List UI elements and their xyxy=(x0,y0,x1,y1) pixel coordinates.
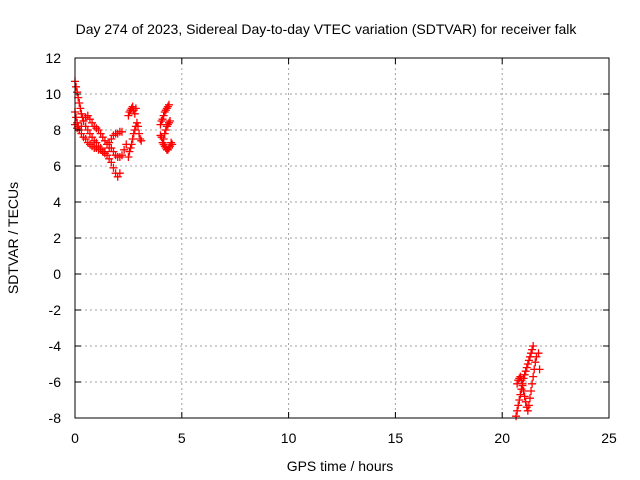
data-point xyxy=(524,356,533,365)
data-point xyxy=(528,379,537,388)
data-point xyxy=(525,394,534,403)
data-point xyxy=(531,358,540,367)
data-point xyxy=(117,127,126,136)
data-point xyxy=(127,140,136,149)
y-tick-label: 12 xyxy=(45,50,61,66)
data-point xyxy=(115,169,124,178)
x-axis-label: GPS time / hours xyxy=(287,458,394,474)
data-point xyxy=(73,88,82,97)
data-point xyxy=(134,122,143,131)
y-tick-label: 6 xyxy=(53,158,61,174)
data-point xyxy=(523,406,532,415)
data-point xyxy=(164,118,173,127)
data-point xyxy=(160,129,169,138)
data-point xyxy=(156,120,165,129)
x-tick-label: 5 xyxy=(178,430,186,446)
data-point xyxy=(167,138,176,147)
data-point xyxy=(529,342,538,350)
data-point xyxy=(522,363,531,372)
x-tick-label: 15 xyxy=(388,430,404,446)
data-point xyxy=(75,99,84,107)
data-point xyxy=(130,109,139,118)
data-point xyxy=(72,113,81,122)
data-point xyxy=(136,135,145,143)
data-point xyxy=(518,381,527,390)
data-point xyxy=(164,100,173,109)
y-tick-labels: -8 -6 -4 -2 0 2 4 6 8 10 12 xyxy=(45,50,61,426)
y-tick-label: -4 xyxy=(49,338,62,354)
chart-title: Day 274 of 2023, Sidereal Day-to-day VTE… xyxy=(76,21,578,37)
data-point xyxy=(512,412,521,421)
data-point xyxy=(519,387,528,395)
data-point xyxy=(163,102,172,111)
axis-ticks xyxy=(74,57,610,419)
data-point xyxy=(513,406,522,415)
data-point xyxy=(527,387,536,395)
data-point xyxy=(100,147,109,156)
data-point xyxy=(77,109,86,118)
data-point xyxy=(535,365,544,374)
y-tick-label: 0 xyxy=(53,266,61,282)
data-point xyxy=(515,396,524,404)
data-point xyxy=(159,135,168,143)
y-tick-label: -8 xyxy=(49,410,62,426)
x-tick-label: 25 xyxy=(601,430,617,446)
data-point xyxy=(523,360,532,368)
y-tick-label: -2 xyxy=(49,302,62,318)
data-point xyxy=(527,349,536,358)
data-point xyxy=(74,93,83,102)
data-points xyxy=(71,77,544,421)
data-point xyxy=(77,122,86,131)
x-tick-labels: 0 5 10 15 20 25 xyxy=(71,430,617,446)
data-point xyxy=(125,147,134,156)
data-point xyxy=(524,401,533,410)
y-tick-label: 2 xyxy=(53,230,61,246)
data-point xyxy=(516,372,525,381)
grid-lines xyxy=(75,58,609,418)
x-tick-label: 0 xyxy=(71,430,79,446)
data-point xyxy=(520,392,529,401)
data-point xyxy=(159,111,168,120)
data-point xyxy=(72,82,81,91)
y-tick-label: -6 xyxy=(49,374,62,390)
data-point xyxy=(157,117,166,125)
data-point xyxy=(132,118,141,127)
data-point xyxy=(131,104,140,113)
data-point xyxy=(517,376,526,385)
data-point xyxy=(158,115,167,124)
data-point xyxy=(124,111,133,120)
x-tick-label: 10 xyxy=(281,430,297,446)
data-point xyxy=(135,129,144,138)
y-tick-label: 4 xyxy=(53,194,61,210)
y-axis-label: SDTVAR / TECUs xyxy=(5,182,21,294)
data-point xyxy=(168,140,177,149)
data-point xyxy=(109,163,118,172)
x-tick-label: 20 xyxy=(494,430,510,446)
data-point xyxy=(137,136,146,145)
data-point xyxy=(529,372,538,381)
data-point xyxy=(166,117,175,125)
data-point xyxy=(120,145,129,154)
y-tick-label: 10 xyxy=(45,86,61,102)
data-point xyxy=(76,104,85,113)
data-point xyxy=(528,345,537,354)
data-point xyxy=(513,379,522,388)
data-point xyxy=(520,370,529,379)
data-point xyxy=(161,126,170,134)
y-tick-label: 8 xyxy=(53,122,61,138)
data-point xyxy=(128,135,137,143)
data-point xyxy=(117,151,126,160)
data-point xyxy=(521,367,530,376)
data-point xyxy=(534,349,543,358)
data-point xyxy=(124,153,133,161)
data-point xyxy=(107,158,116,167)
data-point xyxy=(126,144,135,152)
data-point xyxy=(514,401,523,410)
